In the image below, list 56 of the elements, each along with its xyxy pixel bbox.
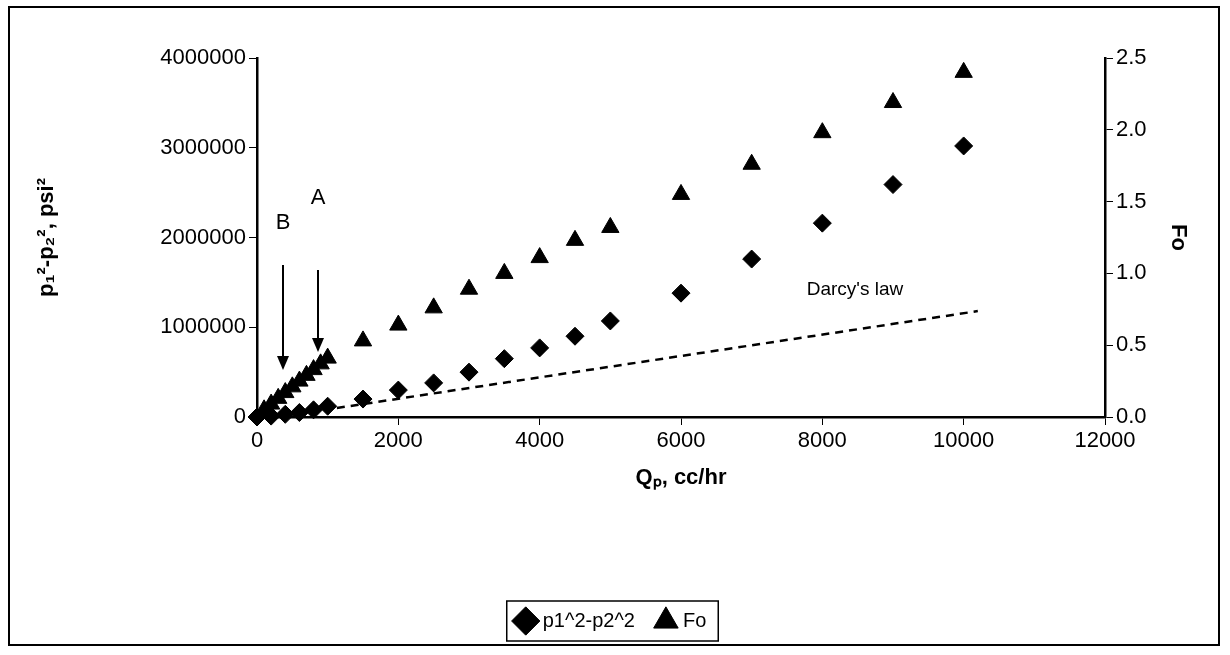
y2-tick-label: 0.5: [1116, 331, 1147, 357]
legend-label: p1^2-p2^2: [542, 608, 635, 631]
y-tick-label: 2000000: [160, 223, 246, 249]
point: [600, 311, 620, 331]
point: [530, 247, 549, 264]
annotation: Darcy's law: [806, 278, 904, 300]
point: [353, 330, 373, 347]
y-tick-label: 0: [233, 403, 246, 429]
x-tick-label: 6000: [656, 427, 706, 453]
point: [883, 175, 903, 195]
point: [742, 153, 761, 170]
point: [601, 216, 620, 233]
point: [883, 92, 903, 109]
point: [389, 314, 408, 331]
y2-axis-title: Fo: [1166, 224, 1192, 251]
point: [565, 326, 585, 346]
y2-tick-label: 1.5: [1116, 187, 1147, 213]
point: [812, 213, 832, 233]
point: [742, 249, 762, 269]
point: [304, 400, 324, 420]
x-tick-label: 8000: [797, 427, 847, 453]
point: [813, 122, 832, 139]
annotation: B: [275, 209, 291, 235]
y-tick-label: 4000000: [160, 44, 246, 70]
point: [671, 183, 691, 200]
y2-tick-label: 2.5: [1116, 44, 1147, 70]
point: [954, 61, 973, 78]
x-tick-label: 2000: [373, 427, 423, 453]
point: [954, 136, 974, 156]
point: [424, 373, 444, 393]
point: [424, 297, 443, 314]
annotation: A: [310, 184, 326, 210]
y2-tick-label: 1.0: [1116, 259, 1147, 285]
point: [530, 338, 550, 358]
point: [671, 283, 691, 303]
point: [388, 380, 408, 400]
point: [275, 404, 295, 424]
y-tick-label: 1000000: [160, 313, 246, 339]
point: [318, 396, 338, 416]
y2-tick-label: 0.0: [1116, 403, 1147, 429]
x-tick-label: 4000: [515, 427, 565, 453]
point: [494, 349, 514, 369]
point: [565, 229, 585, 246]
y2-tick-label: 2.0: [1116, 115, 1147, 141]
point: [353, 389, 373, 409]
point: [289, 403, 309, 423]
y-axis-title: p₁²-p₂², psi²: [33, 177, 59, 298]
point: [459, 362, 479, 382]
x-tick-label: 12000: [1074, 427, 1136, 453]
x-tick-label: 10000: [933, 427, 995, 453]
y-tick-label: 3000000: [160, 133, 246, 159]
legend-label: Fo: [682, 608, 707, 631]
x-tick-label: 0: [250, 427, 264, 453]
point: [495, 262, 514, 279]
point: [459, 278, 479, 295]
x-axis-title: Qₚ, cc/hr: [635, 463, 727, 490]
